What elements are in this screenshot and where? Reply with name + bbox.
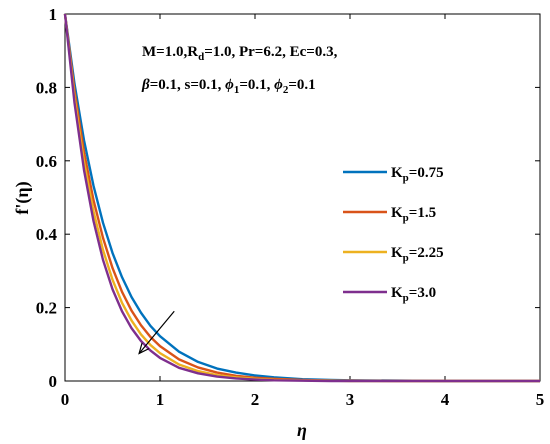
plot-area — [64, 13, 541, 382]
parameter-annotation-line2: β=0.1, s=0.1, ϕ1=0.1, ϕ2=0.1 — [141, 77, 316, 96]
y-tick-label: 0 — [49, 372, 58, 391]
x-tick-label: 0 — [61, 390, 70, 409]
trend-arrow — [138, 310, 175, 355]
legend-label-1: Kp=0.75 — [391, 165, 444, 184]
series-line-4 — [63, 13, 540, 383]
x-tick-label: 5 — [536, 390, 545, 409]
legend: Kp=0.75 Kp=1.5 Kp=2.25 Kp=3.0 — [343, 165, 444, 304]
parameter-annotation-line1: M=1.0,Rd=1.0, Pr=6.2, Ec=0.3, — [142, 44, 338, 63]
legend-label-3: Kp=2.25 — [391, 245, 444, 264]
x-tick-label: 4 — [441, 390, 450, 409]
legend-label-4: Kp=3.0 — [391, 285, 436, 304]
arrow-shaft — [138, 310, 175, 354]
legend-label-2: Kp=1.5 — [391, 205, 436, 224]
y-tick-label: 1 — [49, 5, 58, 24]
x-axis-title: η — [297, 420, 307, 440]
x-tick-label: 2 — [251, 390, 260, 409]
axis-ticks: 0 1 2 3 4 5 0 0.2 0.4 0.6 0.8 1 — [36, 5, 545, 409]
x-tick-label: 3 — [346, 390, 355, 409]
y-tick-label: 0.8 — [36, 78, 57, 97]
y-tick-label: 0.6 — [36, 152, 57, 171]
x-tick-label: 1 — [156, 390, 165, 409]
arrow-head — [138, 342, 150, 355]
y-axis-title: f'(η) — [12, 181, 33, 214]
y-tick-label: 0.2 — [36, 299, 57, 318]
series-lines — [63, 13, 540, 383]
y-tick-label: 0.4 — [36, 225, 58, 244]
